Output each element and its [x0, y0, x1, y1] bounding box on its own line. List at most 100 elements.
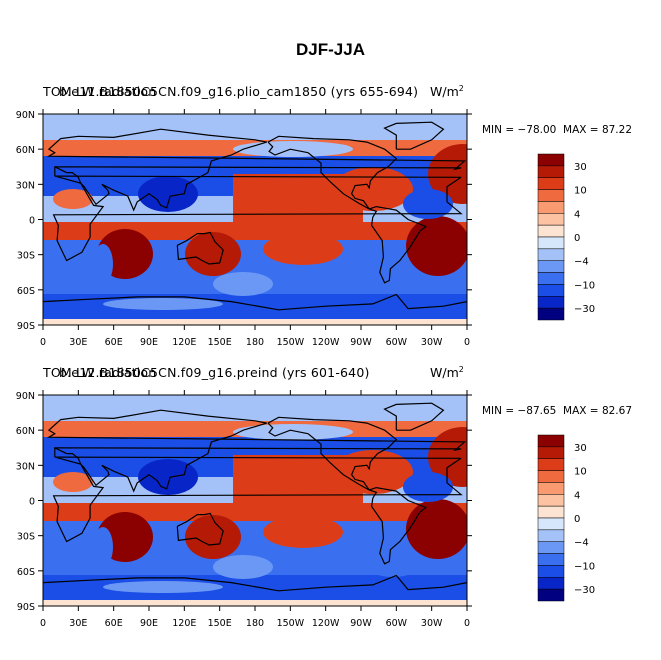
panel-case-title: b.e12.B1850C5CN.f09_g16.preind (yrs 601-…	[59, 365, 370, 380]
contour-fill	[43, 319, 467, 325]
lat-label: 60N	[16, 426, 35, 437]
panel-variable-title: TOM LW radiation	[43, 365, 157, 380]
lon-label: 90E	[140, 337, 158, 348]
contour-fill	[43, 222, 467, 240]
colorbar-swatch	[537, 224, 565, 238]
lon-label: 150E	[208, 618, 232, 629]
colorbar-label: 4	[574, 209, 580, 220]
contour-fill	[263, 233, 343, 265]
coastlines	[43, 402, 467, 592]
coastline	[267, 416, 427, 565]
colorbar-swatch	[537, 588, 565, 602]
lon-label: 150W	[277, 337, 305, 348]
colorbar-swatch	[537, 553, 565, 566]
lat-label: 0	[29, 497, 35, 508]
colorbar-swatch	[537, 565, 565, 578]
coastline	[43, 574, 467, 592]
contour-fill	[406, 216, 467, 276]
colorbar-swatch	[537, 165, 565, 178]
colorbar-swatch	[537, 446, 565, 459]
colorbar-swatch	[537, 577, 565, 590]
min-max-label: MIN = −87.65 MAX = 82.67	[482, 405, 632, 417]
lat-label: 30S	[17, 532, 35, 543]
colorbar-swatch	[537, 272, 565, 285]
map-panel-2: TOM LW radiation b.e12.B1850C5CN.f09_g16…	[0, 365, 661, 640]
filled-contours	[43, 114, 467, 325]
panel-title: TOM LW radiation b.e12.B1850C5CN.f09_g16…	[43, 365, 369, 380]
lat-label: 60S	[17, 567, 35, 578]
colorbar-swatch	[537, 284, 565, 297]
colorbar-label: −30	[574, 585, 595, 596]
lon-label: 0	[464, 337, 470, 348]
colorbar-label: −10	[574, 561, 595, 572]
colorbar-swatch	[537, 189, 565, 202]
coastline	[46, 128, 467, 212]
lat-label: 90N	[16, 391, 35, 402]
lon-label: 0	[40, 337, 46, 348]
contour-fill	[93, 527, 113, 567]
colorbar-swatch	[537, 482, 565, 495]
colorbar-label: −4	[574, 257, 589, 268]
contour-fill	[43, 503, 467, 521]
contour-map: 90N 60N 30N 0 30S 60S 90S 0 30E 60E 90E 120E 150E 180…	[16, 109, 595, 348]
contour-fill	[53, 189, 93, 209]
colorbar-swatch	[537, 529, 565, 542]
coastline	[176, 231, 224, 265]
colorbar-swatch	[537, 434, 565, 448]
lon-label: 120W	[312, 618, 340, 629]
colorbar-label: −30	[574, 304, 595, 315]
min-label: MIN = −87.65	[482, 405, 557, 417]
lat-label: 30N	[16, 180, 35, 191]
max-label: MAX = 82.67	[563, 405, 632, 417]
coastlines	[43, 121, 467, 311]
lon-label: 60W	[386, 618, 408, 629]
colorbar-swatch	[537, 177, 565, 190]
lon-label: 0	[40, 618, 46, 629]
lon-label: 120E	[172, 618, 196, 629]
colorbar-label: −4	[574, 538, 589, 549]
contour-fill	[263, 516, 343, 548]
colorbar-swatch	[537, 458, 565, 471]
colorbar-swatch	[537, 296, 565, 309]
colorbar-swatch	[537, 541, 565, 554]
lon-label: 150W	[277, 618, 305, 629]
contour-fill	[103, 581, 223, 593]
units-label: W/m2	[430, 365, 464, 381]
contour-fill	[363, 264, 423, 294]
map-panel-1: TOM LW radiation b.e11.B1850C5CN.f09_g16…	[0, 84, 661, 359]
lon-label: 120E	[172, 337, 196, 348]
colorbar-label: 10	[574, 186, 587, 197]
units-label: W/m2	[430, 84, 464, 100]
contour-fill	[53, 472, 93, 492]
min-label: MIN = −78.00	[482, 124, 557, 136]
lon-label: 60E	[105, 337, 123, 348]
colorbar-swatch	[537, 494, 565, 507]
colorbar-label: 30	[574, 162, 587, 173]
colorbar-swatch	[537, 236, 565, 250]
lat-label: 60N	[16, 145, 35, 156]
colorbar-swatch	[537, 505, 565, 519]
contour-fill	[213, 555, 273, 579]
coastline	[267, 135, 427, 284]
contour-fill	[333, 450, 413, 494]
colorbar-swatch	[537, 260, 565, 273]
lat-label: 90S	[17, 602, 35, 613]
contour-fill	[363, 547, 423, 577]
contour-fill	[233, 141, 353, 157]
coastline	[383, 402, 445, 431]
lon-label: 30W	[421, 337, 443, 348]
contour-fill	[43, 600, 467, 606]
lon-label: 180	[246, 337, 264, 348]
colorbar-label: 0	[574, 233, 580, 244]
coastline	[52, 175, 463, 262]
contour-fill	[213, 272, 273, 296]
contour-fill	[403, 189, 453, 219]
colorbar-label: 4	[574, 490, 580, 501]
min-max-label: MIN = −78.00 MAX = 87.22	[482, 124, 632, 136]
colorbar-label: 30	[574, 443, 587, 454]
lon-label: 30E	[69, 337, 87, 348]
contour-fill	[428, 144, 467, 204]
filled-contours	[43, 395, 467, 606]
lat-label: 90S	[17, 321, 35, 332]
lon-label: 30W	[421, 618, 443, 629]
